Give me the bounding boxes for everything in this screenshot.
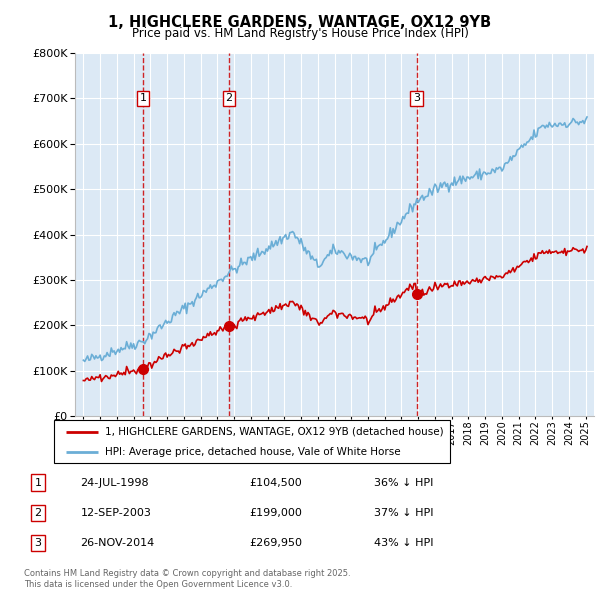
Text: 1, HIGHCLERE GARDENS, WANTAGE, OX12 9YB: 1, HIGHCLERE GARDENS, WANTAGE, OX12 9YB [109,15,491,30]
Text: £269,950: £269,950 [250,538,302,548]
Text: £104,500: £104,500 [250,477,302,487]
Text: 37% ↓ HPI: 37% ↓ HPI [374,508,433,518]
FancyBboxPatch shape [54,420,450,463]
Text: 1, HIGHCLERE GARDENS, WANTAGE, OX12 9YB (detached house): 1, HIGHCLERE GARDENS, WANTAGE, OX12 9YB … [106,427,444,437]
Text: Price paid vs. HM Land Registry's House Price Index (HPI): Price paid vs. HM Land Registry's House … [131,27,469,40]
Text: 43% ↓ HPI: 43% ↓ HPI [374,538,433,548]
Text: 1: 1 [35,477,41,487]
Text: 3: 3 [35,538,41,548]
Text: 2: 2 [226,93,233,103]
Text: HPI: Average price, detached house, Vale of White Horse: HPI: Average price, detached house, Vale… [106,447,401,457]
Text: 2: 2 [35,508,41,518]
Text: 36% ↓ HPI: 36% ↓ HPI [374,477,433,487]
Text: 24-JUL-1998: 24-JUL-1998 [80,477,149,487]
Text: 1: 1 [139,93,146,103]
Text: 12-SEP-2003: 12-SEP-2003 [80,508,151,518]
Text: Contains HM Land Registry data © Crown copyright and database right 2025.
This d: Contains HM Land Registry data © Crown c… [24,569,350,589]
Text: 26-NOV-2014: 26-NOV-2014 [80,538,155,548]
Text: £199,000: £199,000 [250,508,302,518]
Text: 3: 3 [413,93,420,103]
